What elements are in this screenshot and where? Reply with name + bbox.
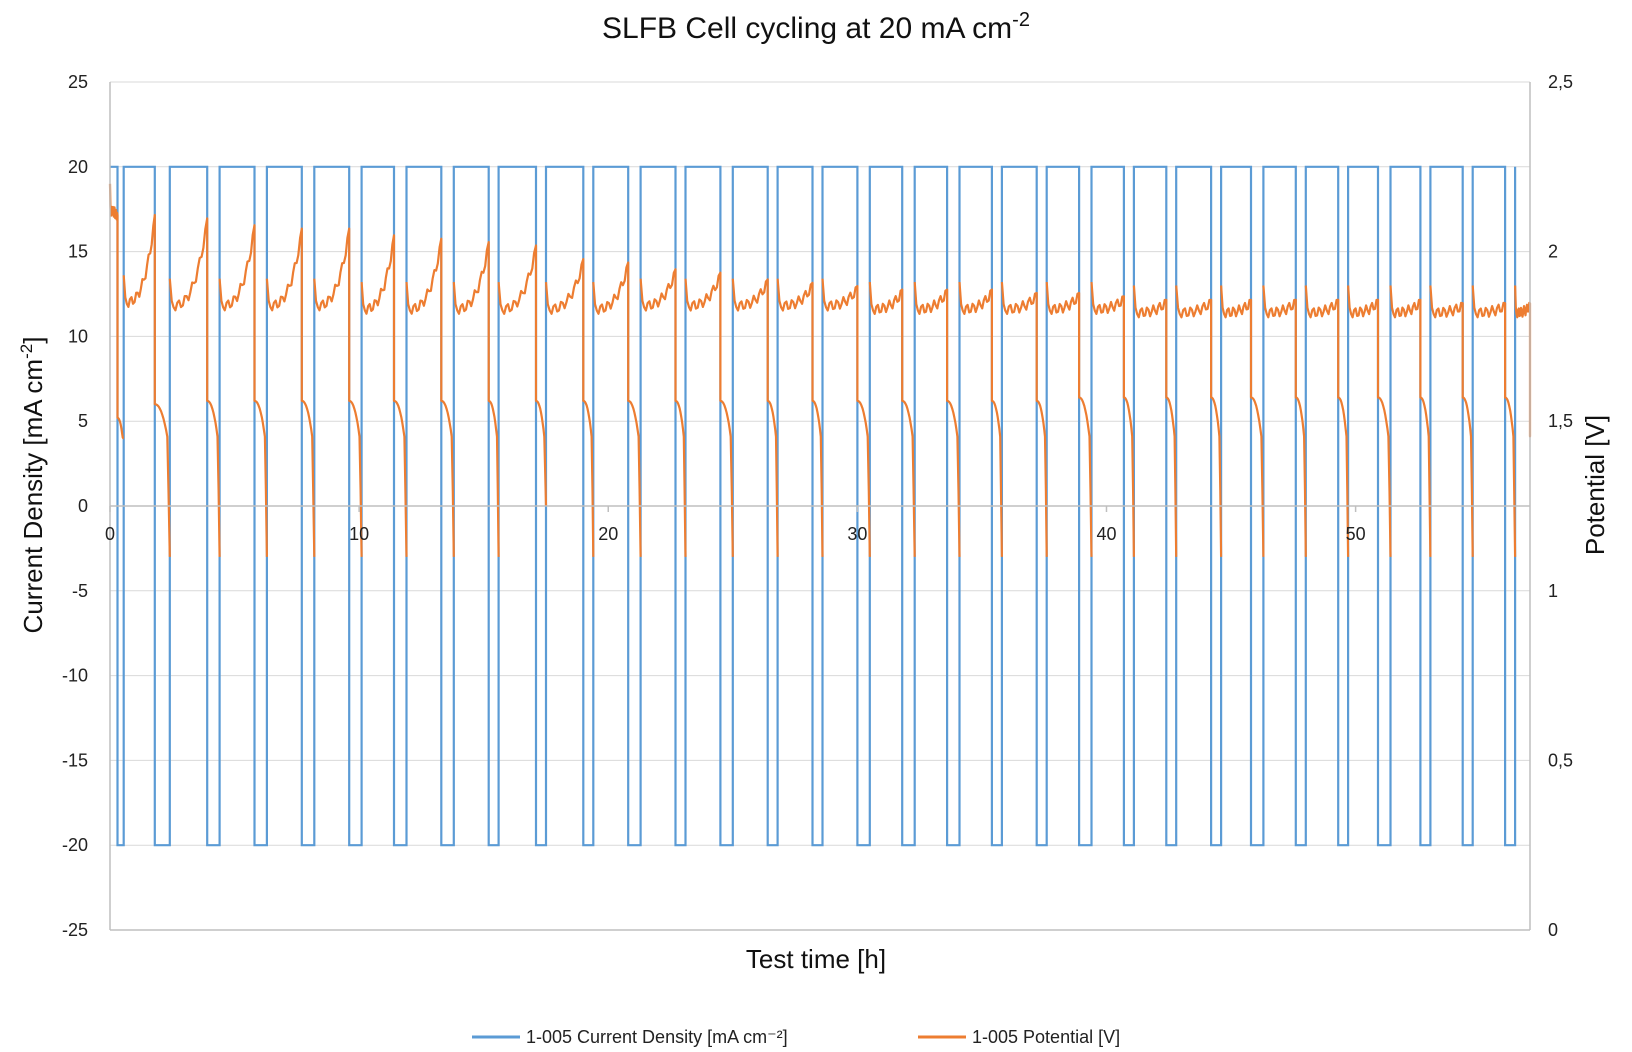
series-line-potential-cycle: [1304, 285, 1350, 557]
y-right-tick-label: 0: [1548, 920, 1558, 940]
series-line-potential-cycle: [1220, 285, 1265, 557]
y-left-tick-label: -25: [62, 920, 88, 940]
series-line-potential-cycle: [958, 282, 1003, 557]
x-tick-label: 40: [1096, 524, 1116, 544]
y-axis-left-title: Current Density [mA cm-2]: [17, 337, 48, 634]
series-line-potential-cycle: [1000, 282, 1048, 557]
series-line-potential-cycle: [168, 217, 221, 557]
y-left-tick-label: 5: [78, 411, 88, 431]
y-right-tick-label: 0,5: [1548, 750, 1573, 770]
series-line-potential-cycle: [821, 278, 871, 557]
y-axis-right-title: Potential [V]: [1580, 415, 1610, 555]
x-tick-label: 50: [1346, 524, 1366, 544]
y-right-tick-label: 2,5: [1548, 72, 1573, 92]
series-line-potential-cycle: [1132, 285, 1178, 557]
x-axis-title: Test time [h]: [746, 944, 886, 974]
y-left-tick-label: 25: [68, 72, 88, 92]
series-line-potential-cycle: [405, 237, 455, 557]
y-right-tick-label: 1: [1548, 581, 1558, 601]
series-line-potential-cycle: [122, 213, 171, 557]
series-line-potential-cycle: [868, 282, 916, 557]
series-line-potential-cycle: [1514, 285, 1532, 438]
series-line-potential-cycle: [108, 183, 125, 440]
y-left-tick-label: -5: [72, 581, 88, 601]
series-line-potential-cycle: [360, 234, 408, 557]
series-layer: [108, 165, 1532, 847]
series-line-potential-cycle: [265, 227, 316, 557]
legend: 1-005 Current Density [mA cm⁻²] 1-005 Po…: [472, 1027, 1120, 1047]
y-right-tick-label: 2: [1548, 242, 1558, 262]
series-line-potential-cycle: [639, 268, 687, 557]
series-line-potential-cycle: [313, 227, 363, 557]
x-tick-label: 20: [598, 524, 618, 544]
series-line-potential-cycle: [452, 241, 500, 557]
legend-label-potential: 1-005 Potential [V]: [972, 1027, 1120, 1047]
series-line-potential-cycle: [1045, 282, 1093, 557]
x-tick-label: 0: [105, 524, 115, 544]
y-left-tick-label: 10: [68, 326, 88, 346]
series-line-potential-cycle: [913, 282, 961, 557]
legend-label-current: 1-005 Current Density [mA cm⁻²]: [526, 1027, 788, 1047]
y-left-tick-label: -10: [62, 666, 88, 686]
y-left-tick-label: 15: [68, 242, 88, 262]
series-line-potential-cycle: [731, 278, 779, 557]
y-right-tick-label: 1,5: [1548, 411, 1573, 431]
x-tick-label: 30: [847, 524, 867, 544]
series-line-potential-cycle: [1175, 285, 1223, 557]
series-line-potential-cycle: [218, 224, 268, 557]
series-line-potential-cycle: [1262, 285, 1307, 557]
y-left-tick-label: -20: [62, 835, 88, 855]
series-line-potential-cycle: [1347, 285, 1392, 557]
series-line-potential-cycle: [1429, 285, 1474, 557]
series-line-potential-cycle: [544, 258, 595, 557]
y-left-tick-label: 0: [78, 496, 88, 516]
series-line-potential-cycle: [497, 244, 548, 507]
series-line-potential-cycle: [1090, 282, 1135, 557]
y-left-tick-label: -15: [62, 750, 88, 770]
series-line-potential-cycle: [1389, 285, 1432, 557]
y-left-tick-label: 20: [68, 157, 88, 177]
series-line-potential-cycle: [776, 278, 824, 557]
series-line-potential-cycle: [1471, 285, 1517, 557]
series-line-potential-cycle: [592, 261, 642, 557]
x-tick-label: 10: [349, 524, 369, 544]
chart-title: SLFB Cell cycling at 20 mA cm-2: [602, 9, 1030, 45]
series-line-potential-cycle: [684, 271, 734, 557]
